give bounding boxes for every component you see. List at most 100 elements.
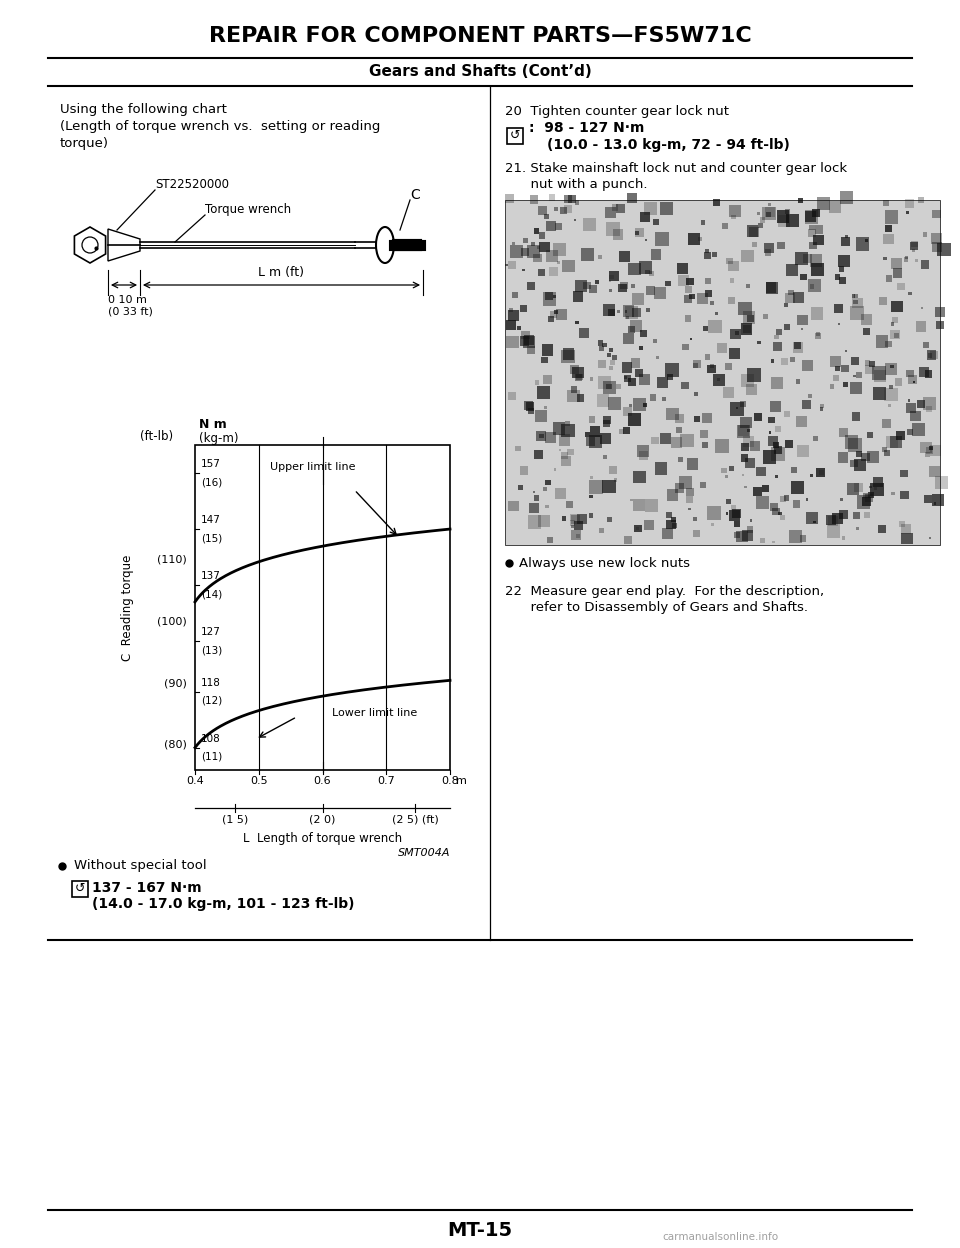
Bar [627, 193, 636, 203]
Bar [741, 454, 748, 462]
Bar [783, 495, 789, 500]
Bar [545, 292, 553, 301]
Bar [793, 342, 803, 352]
Bar [810, 307, 824, 319]
Bar [877, 525, 886, 533]
Bar [569, 520, 575, 525]
Text: (14.0 - 17.0 kg-m, 101 - 123 ft-lb): (14.0 - 17.0 kg-m, 101 - 123 ft-lb) [92, 897, 354, 911]
Bar [575, 201, 579, 205]
Bar [686, 458, 698, 469]
Bar [797, 446, 808, 457]
Bar [863, 493, 868, 498]
Bar [871, 483, 884, 497]
Bar [543, 406, 546, 408]
Bar [885, 363, 898, 376]
Bar [729, 205, 741, 217]
Bar [813, 520, 816, 523]
Bar [705, 250, 709, 253]
Bar [726, 512, 728, 514]
Bar [671, 517, 676, 522]
Bar [536, 432, 545, 441]
Bar [926, 406, 932, 412]
Bar [730, 278, 734, 283]
Bar [688, 508, 691, 510]
Bar [832, 513, 843, 524]
Bar [577, 513, 588, 524]
Bar [602, 479, 615, 493]
Text: ↺: ↺ [510, 129, 520, 141]
Bar [610, 290, 612, 292]
Text: Gears and Shafts (Cont’d): Gears and Shafts (Cont’d) [369, 65, 591, 80]
Bar [517, 326, 521, 329]
Bar [802, 359, 813, 372]
Bar [817, 197, 830, 210]
Bar [928, 466, 940, 477]
Bar [812, 210, 820, 217]
Bar [864, 512, 870, 518]
Bar [562, 423, 575, 437]
Bar [904, 200, 914, 208]
Bar [741, 474, 744, 477]
Bar [765, 250, 772, 256]
Bar [572, 367, 584, 378]
Bar [728, 297, 735, 305]
Bar [790, 357, 795, 362]
Bar [891, 322, 894, 326]
Text: Using the following chart: Using the following chart [60, 104, 227, 116]
Bar [603, 416, 612, 424]
Bar [931, 233, 942, 245]
Text: ↺: ↺ [75, 881, 85, 895]
Bar [907, 428, 913, 434]
Bar [520, 305, 527, 312]
Bar [603, 421, 610, 427]
Bar [778, 242, 785, 250]
Bar [763, 314, 769, 319]
Bar [808, 394, 811, 398]
Bar [626, 316, 629, 318]
Bar [639, 261, 652, 273]
Bar [838, 452, 849, 463]
Text: N m: N m [199, 418, 227, 431]
Bar [841, 237, 850, 246]
Bar [555, 488, 565, 499]
Bar [736, 407, 738, 409]
Bar [775, 447, 781, 453]
Bar [703, 442, 708, 448]
Bar [923, 232, 927, 237]
Bar [505, 263, 508, 266]
Bar [851, 306, 864, 319]
Bar [723, 387, 733, 398]
Bar [840, 498, 843, 500]
Bar [885, 211, 899, 225]
Bar [632, 293, 644, 306]
Bar [865, 494, 873, 502]
Bar [610, 367, 612, 371]
Bar [556, 308, 567, 321]
Bar [694, 392, 699, 396]
Bar [529, 503, 539, 513]
Bar [856, 237, 869, 251]
Bar [886, 436, 899, 448]
Bar [743, 312, 755, 323]
Bar [885, 226, 892, 232]
Bar [807, 228, 816, 237]
Text: SMT004A: SMT004A [397, 847, 450, 859]
Bar [809, 285, 814, 288]
Bar [755, 413, 762, 421]
Bar [612, 203, 618, 211]
Bar [891, 492, 895, 495]
Bar [623, 427, 631, 434]
Bar [891, 329, 900, 339]
Bar [777, 210, 789, 222]
Text: 21. Stake mainshaft lock nut and counter gear lock: 21. Stake mainshaft lock nut and counter… [505, 162, 847, 175]
Bar [924, 452, 929, 457]
Bar [750, 519, 753, 522]
Bar [857, 495, 871, 509]
Bar [796, 379, 801, 383]
Bar [628, 262, 640, 276]
Text: REPAIR FOR COMPONENT PARTS—FS5W71C: REPAIR FOR COMPONENT PARTS—FS5W71C [208, 26, 752, 46]
Bar [704, 252, 711, 260]
Bar [612, 354, 617, 359]
Bar [709, 364, 714, 368]
Bar [546, 250, 558, 262]
